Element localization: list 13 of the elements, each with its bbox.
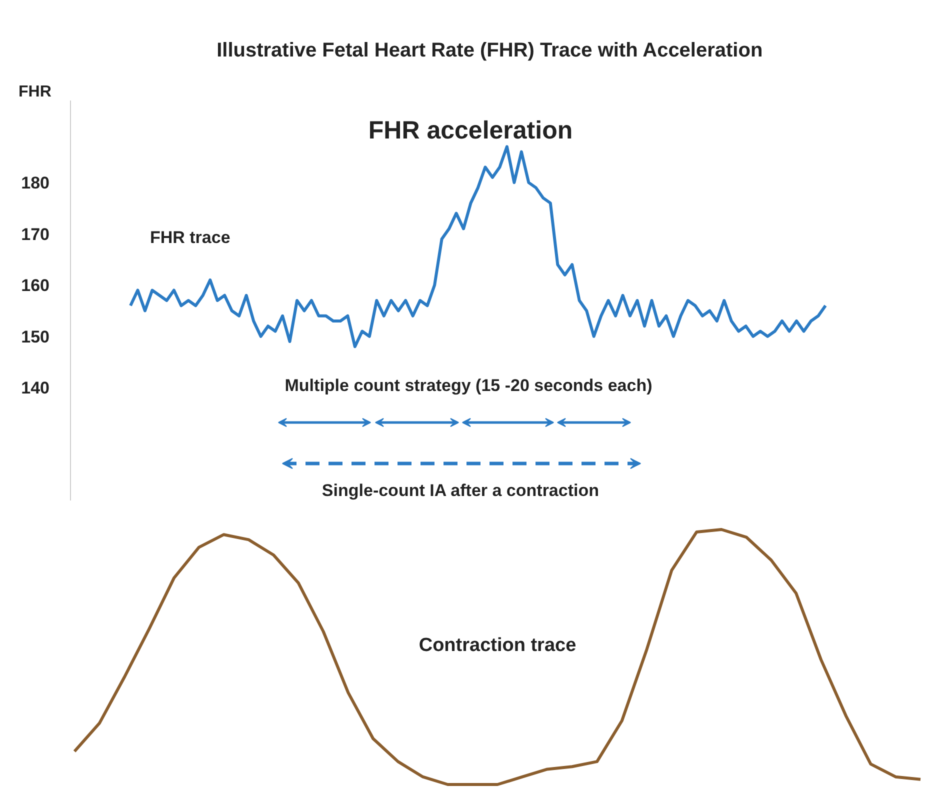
annotation: Single-count IA after a contraction xyxy=(322,481,600,500)
annotation: Contraction trace xyxy=(418,635,576,656)
chart-title: Illustrative Fetal Heart Rate (FHR) Trace with Acceleration xyxy=(216,40,763,62)
y-tick-label: 150 xyxy=(21,327,50,346)
y-tick-label: 170 xyxy=(21,224,50,244)
y-tick-label: 140 xyxy=(21,378,50,398)
line-series xyxy=(129,145,827,348)
y-tick-label: 180 xyxy=(21,174,50,193)
y-tick-label: 160 xyxy=(21,276,50,296)
annotation: FHR trace xyxy=(150,228,230,247)
y-axis-title: FHR xyxy=(18,84,52,100)
annotation: FHR acceleration xyxy=(368,116,573,144)
annotation: Multiple count strategy (15 -20 seconds each) xyxy=(284,376,652,395)
